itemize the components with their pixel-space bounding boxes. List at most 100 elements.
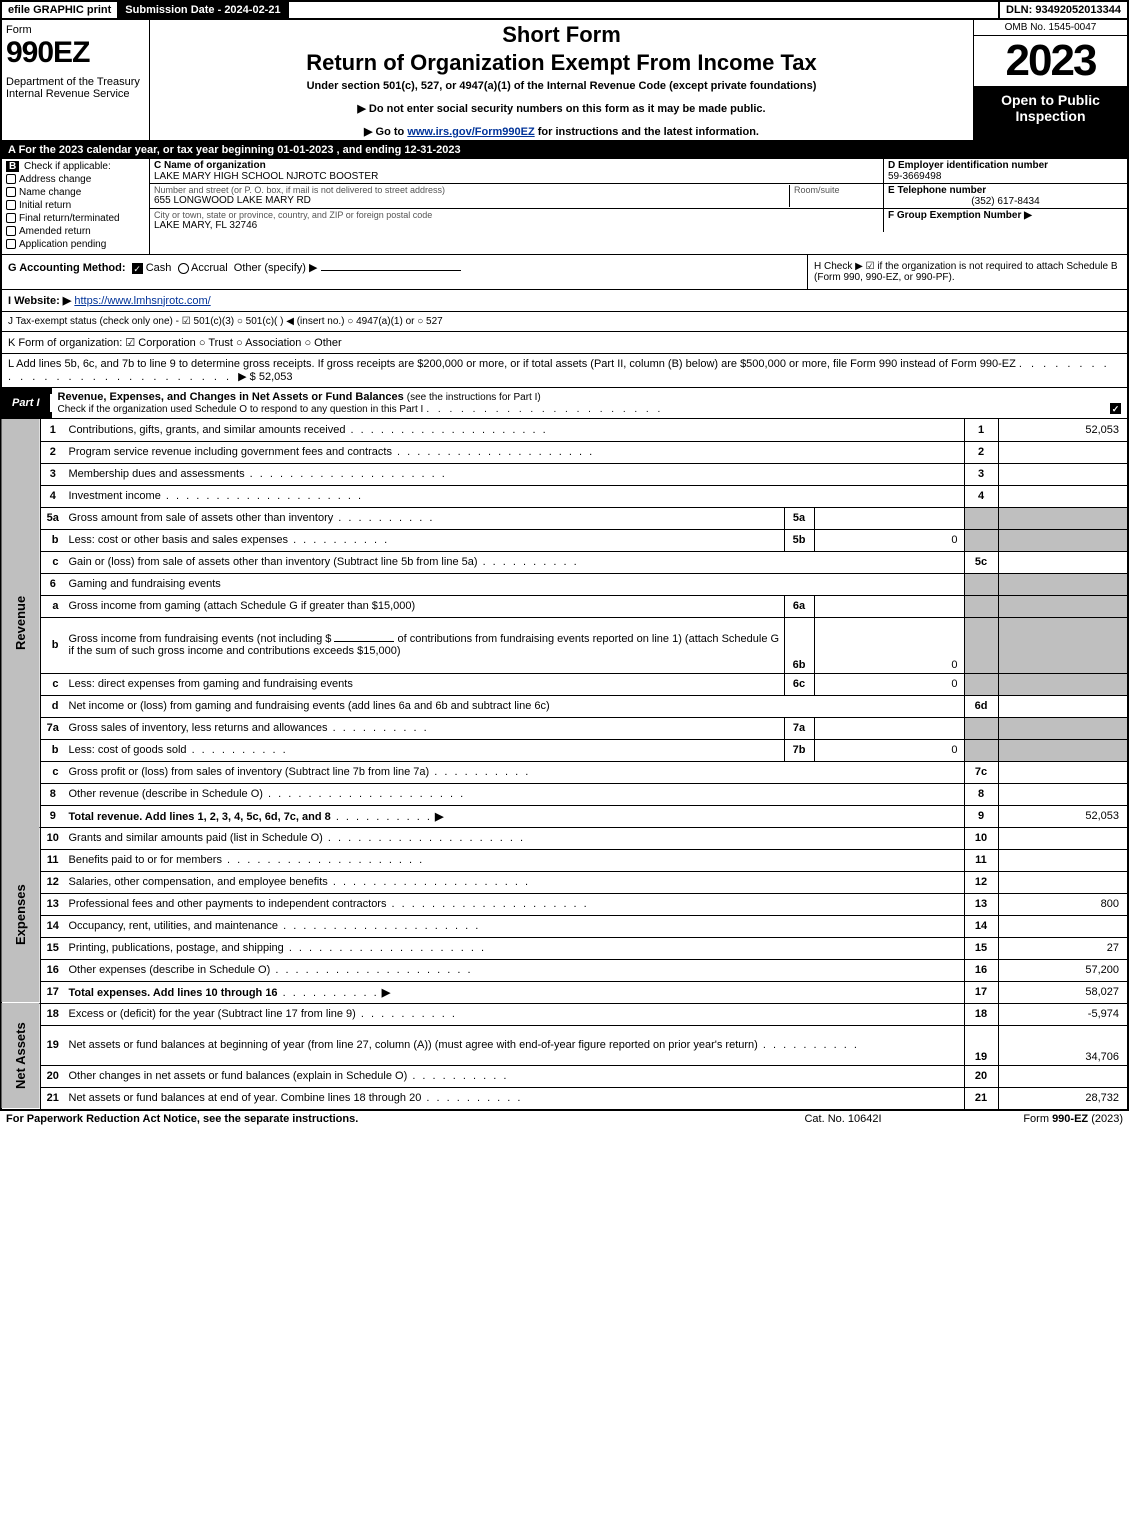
chk-amended-return[interactable] bbox=[6, 226, 16, 236]
line-1: Revenue 1 Contributions, gifts, grants, … bbox=[1, 419, 1128, 441]
line-7b-rnum-grey bbox=[964, 739, 998, 761]
line-3: 3 Membership dues and assessments 3 bbox=[1, 463, 1128, 485]
line-8: 8 Other revenue (describe in Schedule O)… bbox=[1, 783, 1128, 805]
line-2-num: 2 bbox=[41, 441, 65, 463]
line-5b: b Less: cost or other basis and sales ex… bbox=[1, 529, 1128, 551]
other-specify-input[interactable] bbox=[321, 270, 461, 271]
line-15: 15 Printing, publications, postage, and … bbox=[1, 937, 1128, 959]
chk-schedule-o[interactable]: ✓ bbox=[1110, 403, 1121, 414]
header-right: OMB No. 1545-0047 2023 Open to Public In… bbox=[973, 20, 1127, 140]
chk-address-change[interactable] bbox=[6, 174, 16, 184]
line-6d-val bbox=[998, 695, 1128, 717]
website-link[interactable]: https://www.lmhsnjrotc.com/ bbox=[74, 295, 210, 307]
line-6-num: 6 bbox=[41, 573, 65, 595]
line-6d: d Net income or (loss) from gaming and f… bbox=[1, 695, 1128, 717]
line-7b: b Less: cost of goods sold 7b 0 bbox=[1, 739, 1128, 761]
line-15-rnum: 15 bbox=[964, 937, 998, 959]
line-16-num: 16 bbox=[41, 959, 65, 981]
line-6d-num: d bbox=[41, 695, 65, 717]
chk-final-return[interactable] bbox=[6, 213, 16, 223]
line-7a-rval-grey bbox=[998, 717, 1128, 739]
line-6a-rval-grey bbox=[998, 595, 1128, 617]
line-10-val bbox=[998, 827, 1128, 849]
line-10-text: Grants and similar amounts paid (list in… bbox=[69, 832, 526, 844]
chk-name-change[interactable] bbox=[6, 187, 16, 197]
line-13-rnum: 13 bbox=[964, 893, 998, 915]
line-7a: 7a Gross sales of inventory, less return… bbox=[1, 717, 1128, 739]
header-left: Form 990EZ Department of the Treasury In… bbox=[2, 20, 150, 140]
line-7a-text: Gross sales of inventory, less returns a… bbox=[69, 722, 429, 734]
website-label: I Website: ▶ bbox=[8, 294, 71, 307]
line-6d-rnum: 6d bbox=[964, 695, 998, 717]
line-6-rnum-grey bbox=[964, 573, 998, 595]
ein-value: 59-3669498 bbox=[888, 171, 1123, 182]
footer-right-pre: Form bbox=[1023, 1113, 1052, 1125]
line-19-text: Net assets or fund balances at beginning… bbox=[69, 1039, 758, 1051]
dln-label: DLN: 93492052013344 bbox=[998, 2, 1127, 18]
part-1-label: Part I bbox=[2, 394, 52, 412]
block-b-to-f: B Check if applicable: Address change Na… bbox=[0, 159, 1129, 255]
line-18-text: Excess or (deficit) for the year (Subtra… bbox=[69, 1008, 457, 1020]
tel-value: (352) 617-8434 bbox=[888, 196, 1123, 207]
topbar-spacer bbox=[289, 2, 998, 18]
lbl-name-change: Name change bbox=[19, 187, 81, 198]
line-9-text: Total revenue. Add lines 1, 2, 3, 4, 5c,… bbox=[69, 811, 331, 823]
line-5c-val bbox=[998, 551, 1128, 573]
chk-initial-return[interactable] bbox=[6, 200, 16, 210]
line-20-text: Other changes in net assets or fund bala… bbox=[69, 1070, 509, 1082]
form-subtitle: Under section 501(c), 527, or 4947(a)(1)… bbox=[158, 80, 965, 92]
part-1-check-text: Check if the organization used Schedule … bbox=[58, 404, 424, 415]
lbl-address-change: Address change bbox=[19, 174, 91, 185]
line-7b-mv: 0 bbox=[814, 739, 964, 761]
footer-right-post: (2023) bbox=[1088, 1113, 1123, 1125]
line-16-rnum: 16 bbox=[964, 959, 998, 981]
form-title: Return of Organization Exempt From Incom… bbox=[158, 50, 965, 76]
line-5c: c Gain or (loss) from sale of assets oth… bbox=[1, 551, 1128, 573]
form-number: 990EZ bbox=[6, 36, 145, 70]
line-11-text: Benefits paid to or for members bbox=[69, 854, 425, 866]
line-6b-num: b bbox=[41, 617, 65, 673]
short-form-label: Short Form bbox=[158, 22, 965, 48]
line-7c: c Gross profit or (loss) from sales of i… bbox=[1, 761, 1128, 783]
irs-link[interactable]: www.irs.gov/Form990EZ bbox=[407, 126, 534, 138]
line-4-text: Investment income bbox=[69, 490, 364, 502]
expenses-side-label: Expenses bbox=[1, 827, 41, 1003]
footer-right: Form 990-EZ (2023) bbox=[943, 1113, 1123, 1125]
line-1-rnum: 1 bbox=[964, 419, 998, 441]
lbl-cash: Cash bbox=[146, 262, 172, 274]
line-5c-num: c bbox=[41, 551, 65, 573]
line-6b-mn: 6b bbox=[784, 617, 814, 673]
street-label: Number and street (or P. O. box, if mail… bbox=[154, 185, 789, 195]
row-l-text: L Add lines 5b, 6c, and 7b to line 9 to … bbox=[8, 358, 1016, 370]
chk-cash[interactable]: ✓ bbox=[132, 263, 143, 274]
department-label: Department of the Treasury Internal Reve… bbox=[6, 76, 145, 100]
line-7b-mn: 7b bbox=[784, 739, 814, 761]
line-20-num: 20 bbox=[41, 1065, 65, 1087]
g-label: G Accounting Method: bbox=[8, 262, 126, 274]
line-7c-val bbox=[998, 761, 1128, 783]
tel-label: E Telephone number bbox=[888, 185, 1123, 196]
line-2: 2 Program service revenue including gove… bbox=[1, 441, 1128, 463]
line-8-num: 8 bbox=[41, 783, 65, 805]
page-footer: For Paperwork Reduction Act Notice, see … bbox=[0, 1110, 1129, 1127]
chk-application-pending[interactable] bbox=[6, 239, 16, 249]
chk-accrual[interactable] bbox=[178, 263, 189, 274]
line-20-val bbox=[998, 1065, 1128, 1087]
line-6c-mn: 6c bbox=[784, 673, 814, 695]
lbl-final-return: Final return/terminated bbox=[19, 213, 120, 224]
row-l-amount: ▶ $ 52,053 bbox=[238, 371, 292, 383]
line-16: 16 Other expenses (describe in Schedule … bbox=[1, 959, 1128, 981]
line-6b-blank[interactable] bbox=[334, 641, 394, 642]
line-16-text: Other expenses (describe in Schedule O) bbox=[69, 964, 473, 976]
line-17-num: 17 bbox=[41, 981, 65, 1003]
col-c-to-f: C Name of organization LAKE MARY HIGH SC… bbox=[150, 159, 1127, 254]
line-1-val: 52,053 bbox=[998, 419, 1128, 441]
line-21-text: Net assets or fund balances at end of ye… bbox=[69, 1092, 523, 1104]
row-g-h: G Accounting Method: ✓ Cash Accrual Othe… bbox=[0, 255, 1129, 290]
line-6b-rval-grey bbox=[998, 617, 1128, 673]
tel-cell: E Telephone number (352) 617-8434 bbox=[883, 184, 1127, 208]
lbl-accrual: Accrual bbox=[191, 262, 228, 274]
line-12: 12 Salaries, other compensation, and emp… bbox=[1, 871, 1128, 893]
line-6a-text: Gross income from gaming (attach Schedul… bbox=[65, 595, 785, 617]
line-13-val: 800 bbox=[998, 893, 1128, 915]
